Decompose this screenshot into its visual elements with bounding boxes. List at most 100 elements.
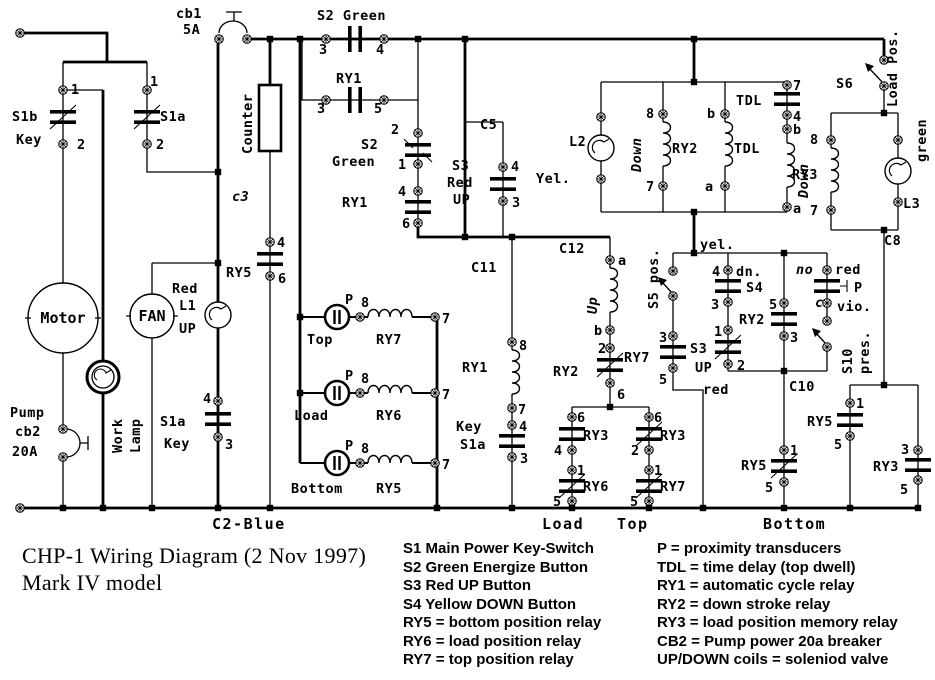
label-s1a-mid: S1a — [460, 437, 486, 453]
label-s1a-top: S1a — [160, 109, 186, 125]
label-l2: L2 — [569, 134, 586, 150]
label-ry5nc-5: 5 — [765, 480, 774, 496]
labels-layer: cb1 5A S2 Green 3 4 RY1 3 5 Counter c3 S… — [10, 6, 930, 533]
label-vio: vio. — [837, 299, 872, 315]
label-ry2y-3: 3 — [790, 330, 799, 346]
label-bottom: Bottom — [291, 481, 343, 497]
label-bottom-bus: Bottom — [763, 515, 826, 533]
label-pres: pres. — [857, 331, 873, 374]
symbols-layer — [15, 11, 931, 513]
legend-item: RY6 = load position relay — [403, 633, 582, 650]
label-l1: L1 — [179, 298, 196, 314]
label-c5: C5 — [480, 117, 497, 133]
label-c8: C8 — [884, 233, 901, 249]
label-ry5nc-1: 1 — [790, 443, 799, 459]
label-ry1-top-5: 5 — [374, 101, 383, 117]
legend-item: S1 Main Power Key-Switch — [403, 540, 594, 557]
label-s1a-key-4: 4 — [203, 391, 212, 407]
label-down-coil: Down — [796, 163, 812, 199]
label-s2-top-3: 3 — [319, 42, 328, 58]
s10-arrowhead-icon — [812, 328, 821, 337]
label-no-red: red — [835, 262, 861, 278]
label-ry2-coil-8: 8 — [646, 106, 655, 122]
label-red: red — [703, 382, 729, 398]
label-c: c — [815, 295, 824, 311]
label-ry5-cap-4: 4 — [277, 235, 286, 251]
label-s4-4: 4 — [712, 264, 721, 280]
label-tc-2: 2 — [631, 443, 640, 459]
label-s3y-1: 1 — [714, 324, 723, 340]
label-ry5nc: RY5 — [741, 458, 767, 474]
label-s3y-2: 2 — [737, 358, 746, 374]
label-ry5m-5: 5 — [834, 437, 843, 453]
label-s4: S4 — [746, 280, 763, 296]
legend-item: RY3 = load position memory relay — [657, 614, 898, 631]
label-cb2-rating: 20A — [12, 444, 38, 460]
label-s4-3: 3 — [711, 297, 720, 313]
label-top-7: 7 — [442, 311, 451, 327]
label-key-mid-4: 4 — [519, 419, 528, 435]
label-counter: Counter — [240, 94, 256, 154]
label-ry2y-5: 5 — [769, 297, 778, 313]
label-s2-series-green: Green — [332, 154, 375, 170]
proximity-top-symbol — [323, 303, 351, 331]
label-s1a-top-2: 2 — [156, 137, 165, 153]
label-load-pos: Load Pos. — [885, 29, 901, 107]
label-c2-blue: C2-Blue — [212, 515, 286, 533]
label-yel: yel. — [700, 237, 735, 253]
label-ry2y: RY2 — [739, 312, 765, 328]
label-lamp: Lamp — [128, 418, 144, 453]
label-down-coil-a: a — [793, 201, 802, 217]
label-ry3b-3: 3 — [901, 442, 910, 458]
label-fan: FAN — [138, 307, 165, 325]
label-s3-3: 3 — [512, 195, 521, 211]
label-bottom-p: P — [345, 438, 354, 454]
label-s3: S3 — [452, 158, 469, 174]
label-work: Work — [110, 418, 126, 453]
title-block: CHP-1 Wiring Diagram (2 Nov 1997) Mark I… — [22, 543, 366, 595]
label-s1a-top-1: 1 — [150, 74, 159, 90]
legend-item: RY2 = down stroke relay — [657, 596, 831, 613]
label-lc-5: 5 — [553, 494, 562, 510]
counter-symbol — [257, 83, 283, 153]
label-ry1-coil: RY1 — [462, 360, 488, 376]
label-s2-top-4: 4 — [376, 42, 385, 58]
legend-item: RY5 = bottom position relay — [403, 614, 602, 631]
label-ry2-mid-6: 6 — [617, 387, 626, 403]
legend-item: TDL = time delay (top dwell) — [657, 559, 856, 576]
label-s1b-key: Key — [16, 132, 42, 148]
label-ry2-coil: RY2 — [672, 141, 698, 157]
label-l3: L3 — [903, 196, 920, 212]
label-tc-5: 5 — [630, 494, 639, 510]
label-tdl-coil: TDL — [734, 141, 760, 157]
legend-item: P = proximity transducers — [657, 540, 841, 557]
label-ry6-coil: RY6 — [376, 408, 402, 424]
proximity-bottom-symbol — [323, 449, 351, 477]
lamp-l2-symbol — [587, 134, 615, 162]
label-load-7: 7 — [442, 387, 451, 403]
label-s10: S10 — [840, 348, 856, 374]
label-ry3b-5: 5 — [900, 482, 909, 498]
diagram-title: CHP-1 Wiring Diagram (2 Nov 1997) — [22, 543, 366, 568]
motor-symbol — [25, 282, 101, 354]
label-load-bus: Load — [542, 515, 584, 533]
cb1-breaker-symbol — [218, 11, 248, 34]
label-lc-ry3: RY3 — [583, 428, 609, 444]
label-s3-4: 4 — [511, 159, 520, 175]
label-top: Top — [307, 332, 333, 348]
label-ry3b: RY3 — [873, 459, 899, 475]
label-ry2-coil-7: 7 — [646, 179, 655, 195]
label-ry5-cap-6: 6 — [278, 271, 287, 287]
label-l2-down: Down — [629, 137, 645, 173]
label-ry3-lamp-8: 8 — [810, 132, 819, 148]
label-top-bus: Top — [617, 515, 649, 533]
proximity-load-symbol — [323, 379, 351, 407]
label-ry1-series: RY1 — [342, 195, 368, 211]
label-l1-red: Red — [172, 281, 198, 297]
label-ry1-series-6: 6 — [402, 216, 411, 232]
label-lc-4: 4 — [554, 443, 563, 459]
label-lc-1: 1 — [577, 463, 586, 479]
label-ry7-5: 5 — [659, 372, 668, 388]
label-s2-series: S2 — [361, 137, 378, 153]
